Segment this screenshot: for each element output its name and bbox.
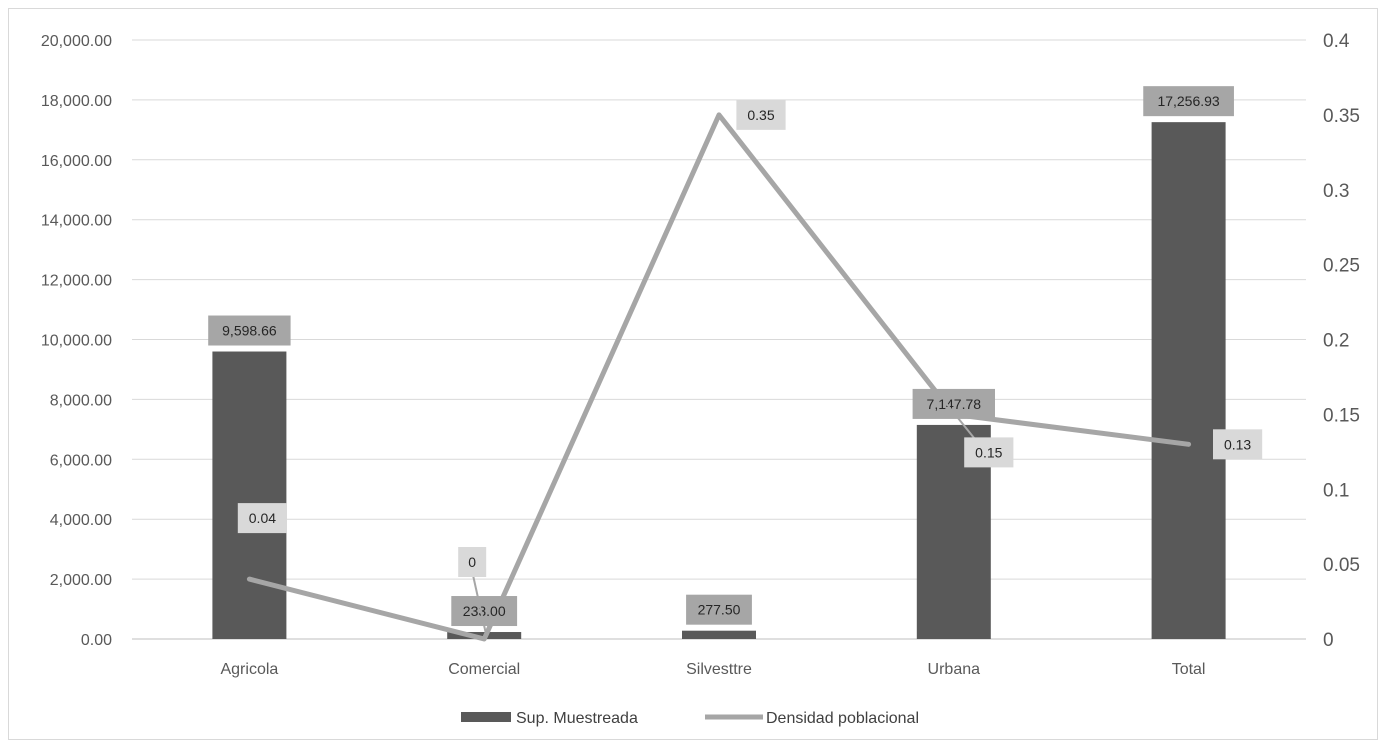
- data-label-box: [237, 503, 287, 534]
- bar-value-label: 233.00: [451, 596, 518, 627]
- category-label: Silvesttre: [686, 661, 752, 678]
- left-tick-label: 14,000.00: [41, 213, 112, 230]
- left-tick-label: 6,000.00: [50, 452, 112, 469]
- category-label: Urbana: [928, 661, 981, 678]
- data-label-text: 0: [468, 554, 476, 570]
- line-value-label: 0.15: [964, 437, 1014, 468]
- left-tick-label: 8,000.00: [50, 392, 112, 409]
- data-label-text: 0.04: [249, 510, 276, 526]
- line-value-label: 0.04: [237, 503, 287, 534]
- legend: Sup. Muestreada Densidad poblacional: [461, 710, 919, 727]
- bar-value-label: 277.50: [686, 594, 752, 625]
- line-value-label: 0.13: [1213, 429, 1263, 460]
- left-tick-label: 16,000.00: [41, 153, 112, 170]
- right-tick-label: 0.1: [1323, 480, 1349, 501]
- legend-label: Densidad poblacional: [766, 710, 919, 727]
- left-tick-label: 12,000.00: [41, 273, 112, 290]
- bar: [682, 630, 756, 639]
- left-tick-label: 10,000.00: [41, 333, 112, 350]
- leader-line: [472, 575, 488, 636]
- left-tick-label: 20,000.00: [41, 33, 112, 50]
- left-tick-label: 18,000.00: [41, 93, 112, 110]
- left-tick-label: 4,000.00: [50, 512, 112, 529]
- line-value-label: 0.35: [736, 99, 786, 130]
- data-label-box: [208, 315, 291, 346]
- data-label-text: 0.35: [747, 107, 774, 123]
- data-label-text: 0.15: [975, 444, 1002, 460]
- data-label-box: [458, 547, 487, 577]
- data-label-text: 9,598.66: [222, 323, 277, 339]
- gridlines: [132, 39, 1306, 640]
- data-label-box: [686, 594, 752, 625]
- data-label-box: [964, 437, 1014, 468]
- line-value-label: 0: [458, 547, 487, 577]
- category-axis: Agricola Comercial Silvesttre Urbana Total: [220, 661, 1205, 678]
- data-label-box: [1213, 429, 1263, 460]
- right-tick-label: 0.25: [1323, 256, 1360, 277]
- right-tick-label: 0.05: [1323, 555, 1360, 576]
- bar-value-label: 7,147.78: [912, 388, 995, 419]
- bar: [212, 351, 287, 639]
- legend-label: Sup. Muestreada: [516, 710, 638, 727]
- data-labels: 9,598.66 233.00 277.50 7,147.78 17,256.93 0.0…: [208, 86, 1263, 636]
- bar-value-label: 17,256.93: [1143, 86, 1234, 117]
- data-label-box: [1143, 86, 1234, 117]
- data-label-text: 277.50: [698, 602, 741, 618]
- line-series: [246, 112, 1192, 642]
- right-tick-label: 0.35: [1323, 106, 1360, 127]
- bar: [1151, 122, 1226, 639]
- left-tick-label: 0.00: [81, 632, 112, 649]
- data-label-text: 0.13: [1224, 436, 1251, 452]
- data-label-box: [451, 596, 518, 627]
- left-axis: 0.00 2,000.00 4,000.00 6,000.00 8,000.00 10,0…: [41, 33, 112, 649]
- left-tick-label: 2,000.00: [50, 572, 112, 589]
- category-label: Comercial: [448, 661, 520, 678]
- right-tick-label: 0.2: [1323, 331, 1349, 352]
- right-tick-label: 0.3: [1323, 181, 1349, 202]
- right-tick-label: 0.4: [1323, 31, 1350, 52]
- data-label-box: [736, 99, 786, 130]
- legend-swatch-bar: [461, 712, 511, 722]
- category-label: Agricola: [220, 661, 278, 678]
- data-label-text: 7,147.78: [927, 396, 982, 412]
- density-line: [246, 112, 1192, 642]
- data-label-text: 17,256.93: [1157, 93, 1219, 109]
- right-tick-label: 0: [1323, 630, 1334, 651]
- data-label-text: 233.00: [463, 603, 506, 619]
- category-label: Total: [1172, 661, 1206, 678]
- right-tick-label: 0.15: [1323, 405, 1360, 426]
- bar-value-label: 9,598.66: [208, 315, 291, 346]
- bar-series: [212, 122, 1226, 639]
- right-axis: 0 0.05 0.1 0.15 0.2 0.25 0.3 0.35 0.4: [1323, 31, 1360, 651]
